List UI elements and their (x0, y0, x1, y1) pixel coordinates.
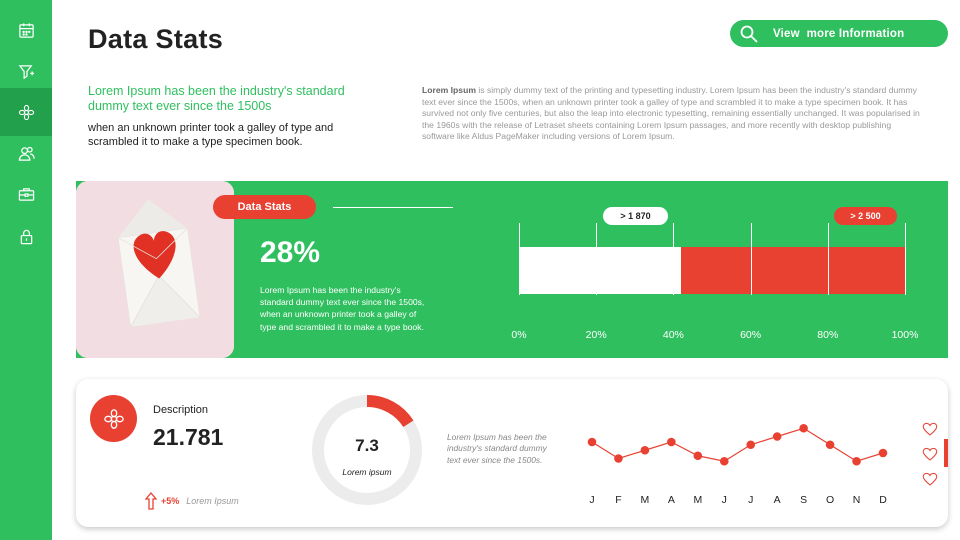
month-label: N (853, 494, 861, 506)
description-label: Description (153, 404, 209, 416)
series-line (591, 427, 884, 462)
paragraph-body: is simply dummy text of the printing and… (422, 85, 920, 141)
hearts-column (922, 422, 938, 486)
flower-badge-icon (90, 395, 137, 442)
intro-paragraph: Lorem Ipsum is simply dummy text of the … (422, 85, 922, 143)
intro-headline: Lorem Ipsum has been the industry's stan… (88, 84, 345, 113)
big-percent: 28% (260, 236, 321, 269)
sidebar-item-filter[interactable] (0, 51, 52, 91)
lock-icon (20, 229, 32, 244)
gridline (673, 223, 675, 295)
month-label: A (774, 494, 781, 506)
month-label: A (668, 494, 675, 506)
bar-segment-white (519, 247, 682, 294)
donut-center-label: Lorem ipsum (342, 467, 392, 477)
card-description: Lorem Ipsum has been the industry's stan… (447, 432, 547, 465)
data-stats-pill: Data Stats (213, 195, 316, 219)
paragraph-lead: Lorem Ipsum (422, 85, 476, 95)
description-value: 21.781 (153, 424, 224, 450)
data-point (614, 454, 623, 463)
heart-icon (922, 422, 938, 436)
month-label: M (693, 494, 702, 506)
heart-icon (922, 472, 938, 486)
gridline (827, 223, 829, 295)
sidebar-item-users[interactable] (0, 133, 52, 173)
month-label: O (826, 494, 834, 506)
axis-tick-label: 0% (511, 329, 527, 341)
gridline (905, 223, 906, 295)
donut-center-value: 7.3 (355, 436, 379, 455)
data-point (772, 432, 782, 441)
month-label: M (641, 494, 650, 506)
envelope-heart-image (76, 181, 234, 358)
month-label: J (748, 494, 753, 506)
axis-tick-label: 80% (817, 329, 839, 341)
sidebar-item-briefcase[interactable] (0, 174, 52, 214)
intro-subtext: when an unknown printer took a galley of… (88, 122, 334, 148)
trend-indicator: +5% Lorem Ipsum (145, 492, 239, 510)
sidebar (0, 0, 52, 540)
data-point (693, 451, 703, 461)
view-more-label: View more Information (773, 27, 905, 40)
axis-tick-label: 100% (891, 329, 919, 341)
band-description: Lorem Ipsum has been the industry's stan… (260, 285, 425, 332)
sidebar-item-lock[interactable] (0, 216, 52, 256)
view-more-button[interactable]: View more Information (730, 20, 948, 47)
data-point (799, 423, 808, 433)
search-icon (738, 23, 760, 45)
month-label: S (800, 494, 807, 506)
stats-card (76, 379, 948, 527)
gridline (519, 223, 520, 295)
trend-value: +5% (161, 496, 180, 506)
arrow-up-icon (145, 492, 157, 510)
donut-chart (312, 395, 422, 505)
data-point (852, 456, 861, 466)
month-label: J (722, 494, 727, 506)
heart-icon (922, 447, 938, 461)
filter-icon (18, 64, 34, 79)
data-point (825, 440, 835, 450)
axis-tick-label: 60% (740, 329, 762, 341)
trend-label: Lorem Ipsum (186, 496, 239, 506)
data-point (667, 437, 676, 447)
sidebar-item-flower[interactable] (0, 88, 52, 136)
axis-tick-label: 20% (585, 329, 607, 341)
flower-icon (18, 104, 34, 120)
data-point (640, 445, 650, 455)
axis-tick-label: 40% (662, 329, 684, 341)
data-point (587, 437, 597, 447)
data-point (719, 456, 729, 466)
marker-label-high: > 2 500 (834, 207, 897, 225)
scroll-indicator[interactable] (944, 439, 948, 467)
donut-segment (366, 395, 414, 428)
gridline (750, 223, 752, 295)
gridline (596, 223, 598, 295)
data-point (746, 440, 756, 450)
sidebar-item-calendar[interactable] (0, 10, 52, 50)
briefcase-icon (18, 187, 34, 201)
month-label: F (615, 494, 621, 506)
month-label: D (879, 494, 887, 506)
calendar-icon (18, 22, 34, 38)
month-label: J (589, 494, 594, 506)
data-point (878, 448, 888, 458)
users-icon (18, 146, 35, 161)
band-divider (333, 207, 453, 208)
page-title: Data Stats (88, 24, 224, 54)
bar-segment-red (681, 247, 905, 294)
marker-label-low: > 1 870 (603, 207, 668, 225)
